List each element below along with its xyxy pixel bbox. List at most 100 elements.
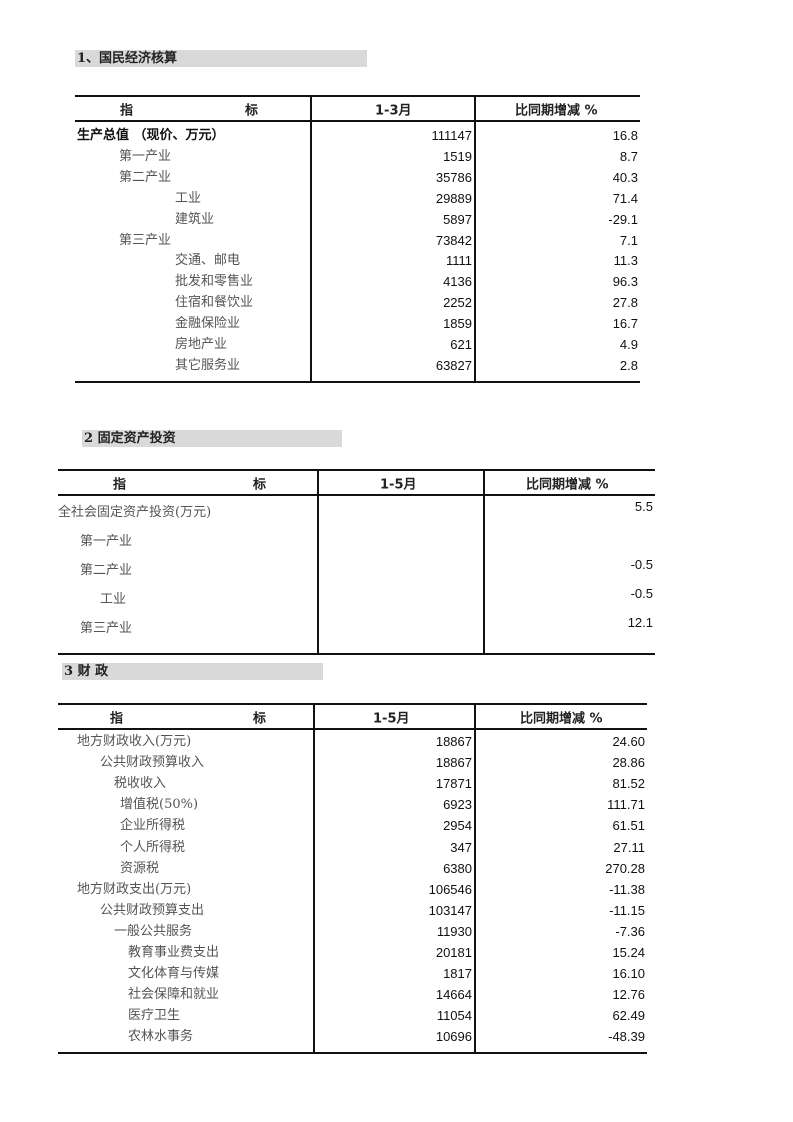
row-label: 一般公共服务 [114,923,193,939]
row-label: 医疗卫生 [128,1008,181,1024]
row-change: 40.3 [612,169,638,185]
table-row: 交通、邮电 1111 11.3 [75,251,640,272]
header-period: 1-5月 [373,711,410,726]
row-change: -0.5 [630,557,653,572]
header-indicator-left: 指 [110,711,124,726]
row-label: 企业所得税 [120,818,186,834]
table-finance: 指 标 1-5月 比同期增减 % 地方财政收入(万元) 18867 24.60 公共财政预算收… [58,703,647,1054]
table-row: 第一产业 [58,533,655,562]
row-change: 16.10 [612,966,645,982]
row-value: 14664 [435,987,472,1003]
row-change: 27.11 [613,839,645,855]
table-row: 房地产业 621 4.9 [75,335,640,356]
row-value: 2252 [443,295,472,311]
column-divider [474,97,476,381]
row-label: 工业 [175,190,202,206]
row-change: 28.86 [612,755,645,771]
row-change: 12.76 [612,987,645,1003]
row-label: 教育事业费支出 [128,945,220,960]
table-row: 教育事业费支出 20181 15.24 [58,942,647,963]
header-period: 1-5月 [380,477,417,492]
row-label: 其它服务业 [175,357,241,373]
row-label: 生产总值 （现价、万元） [77,128,225,143]
row-change: -0.5 [630,586,653,601]
row-value: 1817 [443,966,472,982]
row-label: 建筑业 [175,211,215,227]
table-row: 生产总值 （现价、万元） 111147 16.8 [75,126,640,147]
row-value: 6923 [443,797,472,813]
row-value: 17871 [435,776,472,792]
row-value: 11930 [436,923,472,939]
column-divider [317,471,319,653]
row-label: 第一产业 [80,534,133,549]
table-row: 税收收入 17871 81.52 [58,773,647,794]
row-value: 347 [450,839,472,855]
row-change: 24.60 [612,734,645,749]
column-divider [483,471,485,653]
row-change: 96.3 [612,274,638,290]
row-value: 29889 [435,190,472,206]
row-label: 房地产业 [175,337,228,352]
row-label: 增值税(50%) [120,797,199,813]
table-row: 第二产业 -0.5 [58,557,655,591]
row-value: 4136 [443,274,472,290]
column-divider [313,705,315,1052]
row-change: 4.9 [619,337,638,352]
row-label: 第一产业 [119,148,172,164]
row-label: 全社会固定资产投资(万元) [58,505,212,520]
table-row: 增值税(50%) 6923 111.71 [58,794,647,815]
row-change: -11.38 [609,881,645,897]
row-label: 批发和零售业 [175,274,254,290]
table-row: 社会保障和就业 14664 12.76 [58,984,647,1005]
row-value: 6380 [443,860,472,876]
row-change: 61.51 [612,818,645,834]
row-label: 农林水事务 [128,1029,194,1045]
table-row: 工业 -0.5 [58,586,655,620]
header-change: 比同期增减 % [526,477,609,492]
row-change: 81.52 [612,776,645,792]
row-label: 公共财政预算支出 [100,902,205,918]
row-change: 111.71 [607,797,645,813]
table-row: 个人所得税 347 27.11 [58,837,647,858]
row-label: 住宿和餐饮业 [175,295,254,311]
row-label: 地方财政收入(万元) [77,734,192,749]
row-change: 62.49 [612,1008,645,1024]
table-row: 工业 29889 71.4 [75,189,640,210]
table-row: 第三产业 12.1 [58,615,655,649]
table-row: 住宿和餐饮业 2252 27.8 [75,293,640,314]
table-row: 农林水事务 10696 -48.39 [58,1026,647,1047]
table-row: 地方财政收入(万元) 18867 24.60 [58,731,647,752]
row-value: 18867 [435,755,472,771]
row-change: -7.36 [615,923,645,939]
section-investment-title: 2 固定资产投资 [82,430,342,447]
row-value: 10696 [435,1029,472,1045]
table-row: 企业所得税 2954 61.51 [58,815,647,836]
table-row: 全社会固定资产投资(万元) 5.5 [58,499,655,533]
table-row: 医疗卫生 11054 62.49 [58,1005,647,1026]
row-change: 7.1 [619,232,638,248]
row-change: 11.3 [613,253,638,269]
row-change: 8.7 [619,148,638,164]
header-indicator-right: 标 [253,711,267,726]
table-row: 公共财政预算收入 18867 28.86 [58,752,647,773]
table-row: 第二产业 35786 40.3 [75,168,640,189]
row-value: 621 [450,337,472,352]
header-change: 比同期增减 % [520,711,603,726]
row-label: 资源税 [120,860,160,876]
table-row: 资源税 6380 270.28 [58,858,647,879]
row-label: 第三产业 [119,232,172,248]
row-label: 税收收入 [114,776,167,792]
row-value: 103147 [428,902,472,918]
row-value: 11054 [436,1008,472,1024]
row-value: 18867 [435,734,472,749]
row-value: 1519 [443,148,472,164]
row-value: 73842 [435,232,472,248]
column-divider [474,705,476,1052]
row-label: 第三产业 [80,621,133,636]
section-finance-title: 3 财 政 [62,663,323,680]
row-value: 20181 [435,945,472,960]
table-header: 指 标 1-3月 比同期增减 % [75,97,640,122]
table-header: 指 标 1-5月 比同期增减 % [58,705,647,730]
table-row: 公共财政预算支出 103147 -11.15 [58,900,647,921]
column-divider [310,97,312,381]
